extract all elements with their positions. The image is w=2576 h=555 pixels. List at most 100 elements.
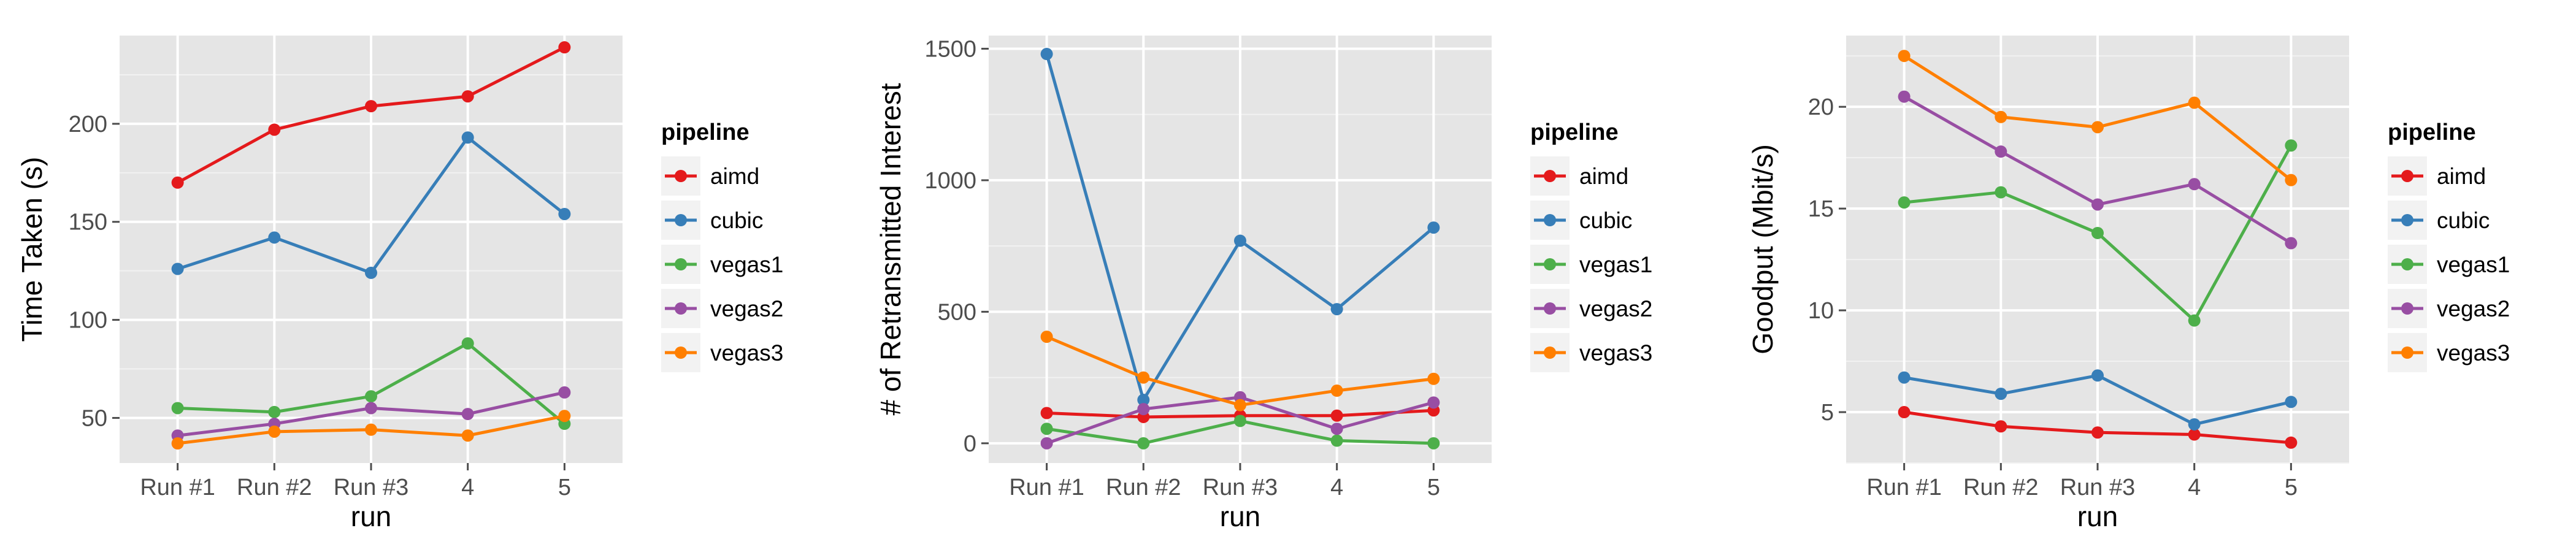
- data-point: [558, 410, 571, 423]
- data-point: [365, 390, 377, 403]
- series-vegas1: [171, 337, 571, 431]
- legend-entry-vegas3: vegas3: [661, 333, 783, 372]
- legend-label: aimd: [2437, 164, 2486, 189]
- data-point: [1330, 434, 1343, 447]
- legend-label: vegas2: [2437, 296, 2510, 321]
- legend-key-point: [675, 302, 687, 315]
- legend: pipeline aimd cubic vegas1 vegas2 vegas3: [661, 120, 783, 372]
- legend-key-point: [675, 214, 687, 226]
- legend: pipeline aimd cubic vegas1 vegas2 vegas3: [2388, 120, 2510, 372]
- data-point: [2285, 436, 2298, 449]
- legend-label: vegas1: [710, 252, 783, 277]
- legend-label: aimd: [1579, 164, 1628, 189]
- legend-label: cubic: [2437, 208, 2490, 233]
- data-point: [365, 100, 377, 113]
- x-tick-label: Run #1: [1866, 475, 1942, 500]
- data-point: [1330, 303, 1343, 316]
- legend-label: cubic: [710, 208, 763, 233]
- legend-title: pipeline: [1530, 120, 1619, 145]
- series-vegas2: [171, 386, 571, 442]
- y-tick-label: 1000: [924, 168, 976, 194]
- data-point: [461, 408, 474, 421]
- legend-entry-vegas1: vegas1: [2388, 245, 2510, 284]
- y-tick-label: 200: [69, 112, 107, 137]
- legend-key-point: [1544, 258, 1556, 270]
- legend-label: vegas3: [710, 340, 783, 366]
- data-point: [1040, 437, 1053, 450]
- x-tick-label: 5: [2285, 475, 2298, 500]
- y-tick-label: 500: [938, 299, 976, 325]
- data-point: [365, 266, 377, 279]
- legend-label: vegas1: [1579, 252, 1652, 277]
- data-point: [1427, 372, 1440, 385]
- data-point: [2285, 174, 2298, 186]
- legend-entry-vegas2: vegas2: [1530, 289, 1652, 328]
- data-point: [1040, 48, 1053, 61]
- data-point: [1137, 394, 1150, 407]
- data-point: [558, 41, 571, 54]
- data-point: [2091, 369, 2104, 382]
- data-point: [1995, 186, 2007, 199]
- legend-title: pipeline: [661, 120, 749, 145]
- data-point: [2188, 96, 2201, 109]
- data-point: [365, 402, 377, 415]
- legend-key-point: [1544, 214, 1556, 226]
- data-point: [1137, 371, 1150, 384]
- data-point: [461, 131, 474, 144]
- data-point: [171, 262, 184, 275]
- x-axis-title: run: [2077, 500, 2118, 532]
- series-aimd: [1898, 406, 2298, 449]
- x-tick-label: Run #3: [2060, 475, 2136, 500]
- legend-key-point: [1544, 346, 1556, 359]
- series-vegas1: [1040, 415, 1440, 450]
- data-point: [461, 429, 474, 442]
- legend-entry-cubic: cubic: [2388, 201, 2490, 240]
- series-vegas2: [1898, 90, 2298, 250]
- legend-key-point: [675, 258, 687, 270]
- x-tick-label: Run #3: [334, 475, 409, 500]
- data-point: [1427, 396, 1440, 409]
- y-tick-label: 20: [1808, 94, 1834, 120]
- y-tick-label: 10: [1808, 298, 1834, 324]
- data-point: [2091, 426, 2104, 439]
- data-point: [268, 123, 281, 136]
- data-point: [268, 425, 281, 438]
- data-point: [558, 386, 571, 399]
- legend-entry-vegas1: vegas1: [1530, 245, 1652, 284]
- chart-2: 0 500 1000 1500 Run #1 Run #2 Run #3 4 5 run # of …: [875, 36, 1652, 532]
- legend-entry-vegas3: vegas3: [2388, 333, 2510, 372]
- data-point: [365, 423, 377, 436]
- data-point: [1427, 437, 1440, 450]
- data-point: [1898, 50, 1911, 63]
- data-point: [1330, 409, 1343, 422]
- legend-entry-vegas2: vegas2: [2388, 289, 2510, 328]
- legend-label: cubic: [1579, 208, 1632, 233]
- data-point: [558, 207, 571, 220]
- legend-key-point: [2401, 214, 2413, 226]
- data-point: [1137, 403, 1150, 416]
- legend-label: aimd: [710, 164, 759, 189]
- x-tick-label: 4: [2188, 475, 2201, 500]
- legend-entry-aimd: aimd: [1530, 156, 1628, 196]
- legend-key-point: [1544, 170, 1556, 182]
- data-point: [1330, 385, 1343, 397]
- y-tick-label: 150: [69, 210, 107, 235]
- data-point: [1995, 420, 2007, 433]
- legend-entry-aimd: aimd: [2388, 156, 2486, 196]
- data-point: [268, 405, 281, 418]
- data-point: [1898, 196, 1911, 209]
- data-point: [1234, 415, 1246, 427]
- y-tick-label: 15: [1808, 196, 1834, 222]
- data-point: [2091, 226, 2104, 239]
- legend-entry-aimd: aimd: [661, 156, 759, 196]
- data-point: [1427, 221, 1440, 234]
- legend-title: pipeline: [2388, 120, 2476, 145]
- legend-key-point: [2401, 170, 2413, 182]
- data-point: [2188, 178, 2201, 191]
- x-tick-label: 5: [558, 475, 571, 500]
- legend-key-point: [675, 170, 687, 182]
- legend: pipeline aimd cubic vegas1 vegas2 vegas3: [1530, 120, 1652, 372]
- data-point: [2285, 237, 2298, 250]
- data-point: [2188, 428, 2201, 441]
